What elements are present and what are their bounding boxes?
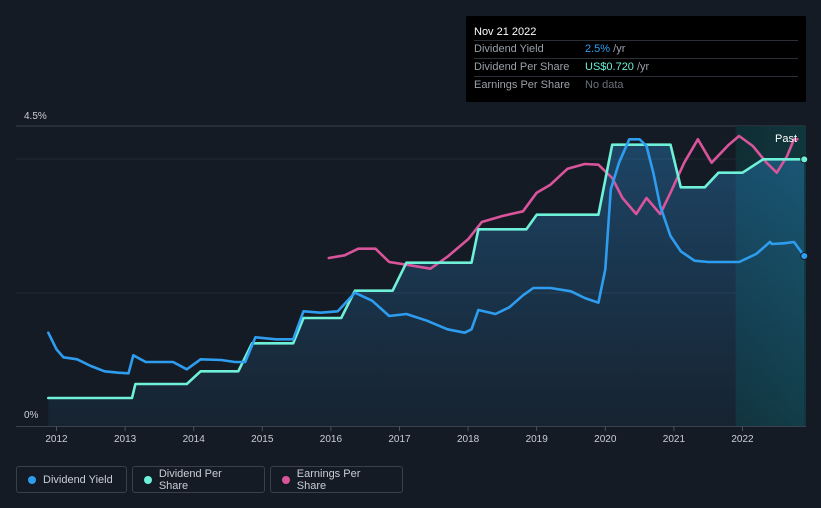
tooltip-label: Dividend Yield <box>474 43 544 55</box>
x-tick-label: 2016 <box>320 434 343 445</box>
x-tick-label: 2020 <box>594 434 617 445</box>
legend-label: Earnings Per Share <box>296 467 361 492</box>
tooltip-row-earnings-per-share: Earnings Per Share No data <box>474 76 798 94</box>
x-tick-label: 2018 <box>457 434 480 445</box>
y-tick-label: 0% <box>24 410 39 421</box>
legend-label: Dividend Yield <box>43 473 113 486</box>
x-tick-label: 2019 <box>526 434 549 445</box>
yield-end-marker <box>800 252 809 260</box>
legend-dot-icon <box>144 475 152 484</box>
tooltip-value-dps: US$0.720 /yr <box>585 61 650 73</box>
legend-dividend-yield[interactable]: Dividend Yield <box>16 466 127 493</box>
eps-line <box>327 134 799 270</box>
x-tick-label: 2017 <box>388 434 411 445</box>
tooltip-value-yield: 2.5% /yr <box>585 43 626 55</box>
dps-area <box>48 144 805 426</box>
legend-dot-icon <box>282 475 290 484</box>
x-tick-label: 2021 <box>663 434 686 445</box>
x-tick-label: 2012 <box>45 434 68 445</box>
past-label: Past <box>775 133 797 145</box>
tooltip-date: Nov 21 2022 <box>474 26 537 38</box>
x-tick-label: 2013 <box>114 434 137 445</box>
x-tick-label: 2022 <box>731 434 754 445</box>
legend-dividend-per-share[interactable]: Dividend Per Share <box>132 466 265 493</box>
dps-line <box>47 143 806 400</box>
x-tick-label: 2015 <box>251 434 274 445</box>
legend-label: Dividend Per Share <box>158 467 222 492</box>
yield-line <box>47 138 806 375</box>
tooltip-label: Dividend Per Share <box>474 61 570 73</box>
tooltip: Nov 21 2022 Dividend Yield 2.5% /yr Divi… <box>466 16 806 102</box>
tooltip-row-dividend-per-share: Dividend Per Share US$0.720 /yr <box>474 58 798 76</box>
tooltip-value-eps: No data <box>585 79 624 91</box>
legend-dot-icon <box>28 475 36 484</box>
dps-end-marker <box>800 155 809 164</box>
tooltip-label: Earnings Per Share <box>474 79 570 91</box>
legend-earnings-per-share[interactable]: Earnings Per Share <box>270 466 403 493</box>
y-tick-label: 4.5% <box>24 111 47 122</box>
x-axis: 4.5% 0% 2012 2013 2014 2015 2016 2017 2018 2019 20… <box>24 111 754 445</box>
x-tick-label: 2014 <box>183 434 206 445</box>
tooltip-row-dividend-yield: Dividend Yield 2.5% /yr <box>474 40 798 58</box>
